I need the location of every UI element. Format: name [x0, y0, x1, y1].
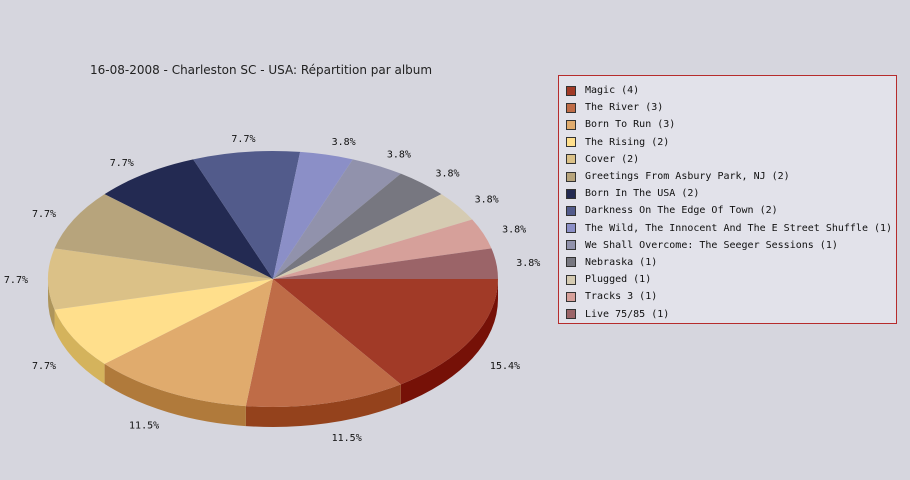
slice-14 [273, 248, 498, 279]
slice-1-percent-label: 15.4% [490, 361, 520, 372]
legend-label: The Rising (2) [585, 136, 670, 148]
legend-label: Greetings From Asbury Park, NJ (2) [585, 171, 790, 183]
legend-item: Live 75/85 (1) [566, 305, 896, 322]
legend-label: Tracks 3 (1) [585, 291, 658, 303]
slice-10-percent-label: 3.8% [387, 149, 411, 160]
slice-13 [273, 219, 492, 279]
legend-label: Born To Run (3) [585, 119, 676, 131]
slice-12-percent-label: 3.8% [475, 194, 499, 205]
slice-7-percent-label: 7.7% [110, 158, 134, 169]
legend-swatch [566, 154, 576, 165]
legend-item: Born To Run (3) [566, 116, 896, 133]
slice-2-percent-label: 11.5% [332, 433, 362, 444]
legend-item: Magic (4) [566, 82, 896, 99]
slice-13-percent-label: 3.8% [502, 225, 526, 236]
legend-label: Darkness On The Edge Of Town (2) [585, 205, 778, 217]
legend-label: Nebraska (1) [585, 256, 658, 268]
legend-label: Plugged (1) [585, 274, 652, 286]
slice-14-percent-label: 3.8% [516, 258, 540, 269]
legend-swatch [566, 291, 576, 302]
slice-4 [54, 279, 274, 364]
slice-1 [273, 279, 498, 385]
legend-item: Cover (2) [566, 151, 896, 168]
legend-swatch [566, 205, 576, 216]
legend-item: The Rising (2) [566, 134, 896, 151]
legend-label: The River (3) [585, 102, 664, 114]
slice-5-percent-label: 7.7% [4, 275, 28, 286]
legend-swatch [566, 85, 576, 96]
legend-item: The Wild, The Innocent And The E Street … [566, 220, 896, 237]
legend-swatch [566, 257, 576, 268]
slice-7 [104, 159, 273, 279]
slice-11 [273, 173, 442, 279]
slice-9 [273, 151, 353, 279]
legend-swatch [566, 240, 576, 251]
slice-5 [47, 248, 273, 310]
slice-6-percent-label: 7.7% [32, 209, 56, 220]
slice-2-side [245, 384, 401, 427]
legend-label: Cover (2) [585, 153, 640, 165]
slice-4-percent-label: 7.7% [32, 361, 56, 372]
chart-title: 16-08-2008 - Charleston SC - USA: Répart… [90, 63, 432, 77]
legend-item: Nebraska (1) [566, 254, 896, 271]
slice-2 [245, 279, 401, 407]
legend-item: Plugged (1) [566, 271, 896, 288]
legend-swatch [566, 274, 576, 285]
legend-item: Greetings From Asbury Park, NJ (2) [566, 168, 896, 185]
slice-9-percent-label: 3.8% [332, 137, 356, 148]
slice-6 [54, 194, 274, 279]
legend-label: Born In The USA (2) [585, 188, 700, 200]
legend-swatch [566, 137, 576, 148]
slice-8 [193, 151, 301, 279]
legend-label: Live 75/85 (1) [585, 308, 670, 320]
legend-swatch [566, 119, 576, 130]
slice-12 [273, 194, 473, 279]
slice-10 [273, 159, 401, 279]
pie-percent-labels: 15.4% 11.5% 11.5% 7.7% 7.7% 7.7% 7.7% 7.7% 3.8% 3… [4, 134, 540, 444]
legend-swatch [566, 223, 576, 234]
legend-item: The River (3) [566, 99, 896, 116]
legend-item: We Shall Overcome: The Seeger Sessions (… [566, 237, 896, 254]
slice-8-percent-label: 7.7% [231, 134, 255, 145]
legend-swatch [566, 171, 576, 182]
slice-3-percent-label: 11.5% [129, 421, 159, 432]
slice-3 [104, 279, 273, 407]
chart-legend: Magic (4) The River (3) Born To Run (3) The… [558, 75, 897, 324]
slice-3-side [104, 363, 246, 427]
slice-11-percent-label: 3.8% [435, 169, 459, 180]
legend-label: We Shall Overcome: The Seeger Sessions (… [585, 239, 838, 251]
pie-slices [47, 151, 498, 407]
legend-label: Magic (4) [585, 85, 640, 97]
slice-4-side [54, 309, 105, 384]
legend-swatch [566, 102, 576, 113]
legend-item: Darkness On The Edge Of Town (2) [566, 202, 896, 219]
legend-label: The Wild, The Innocent And The E Street … [585, 222, 893, 234]
slice-1-side [400, 279, 498, 405]
pie-depth-layer [48, 279, 498, 427]
legend-item: Born In The USA (2) [566, 185, 896, 202]
slice-5-side [48, 279, 55, 330]
legend-swatch [566, 309, 576, 320]
legend-item: Tracks 3 (1) [566, 288, 896, 305]
legend-swatch [566, 188, 576, 199]
